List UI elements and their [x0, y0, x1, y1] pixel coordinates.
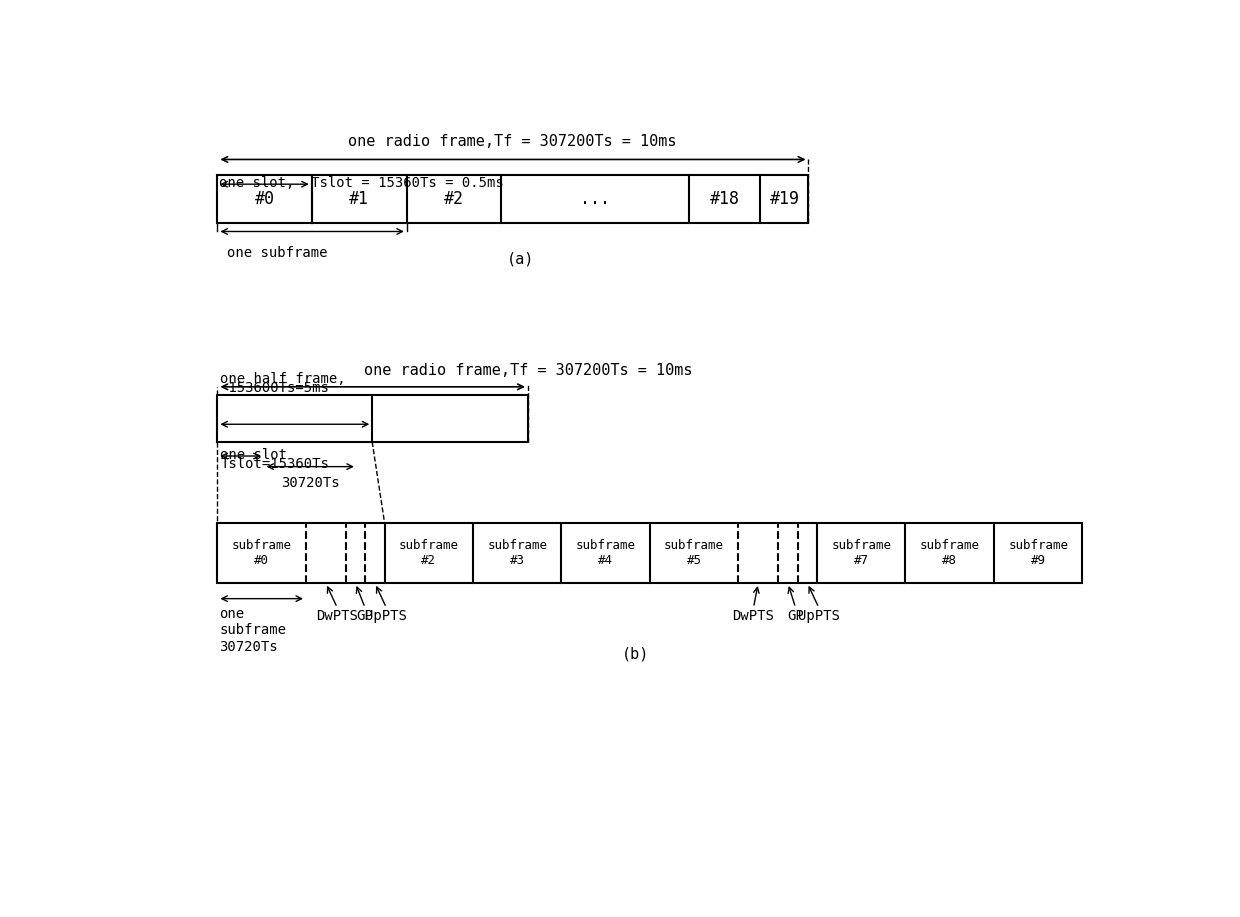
Text: subframe
#8: subframe #8	[920, 539, 980, 567]
Text: subframe
#4: subframe #4	[575, 539, 636, 567]
Bar	[217, 175, 808, 223]
Text: one subframe: one subframe	[227, 246, 327, 260]
Text: (a): (a)	[506, 251, 534, 266]
Text: subframe
#3: subframe #3	[487, 539, 547, 567]
Text: (b): (b)	[621, 646, 650, 662]
Text: DwPTS: DwPTS	[733, 609, 775, 624]
Text: Tslot=15360Ts: Tslot=15360Ts	[221, 458, 330, 471]
Text: 30720Ts: 30720Ts	[281, 476, 340, 490]
Text: one half frame,: one half frame,	[221, 372, 346, 386]
Text: GP: GP	[787, 609, 804, 624]
Text: subframe
#5: subframe #5	[665, 539, 724, 567]
Text: UpPTS: UpPTS	[366, 609, 408, 624]
Text: UpPTS: UpPTS	[797, 609, 839, 624]
Text: #2: #2	[444, 190, 464, 208]
Text: ...: ...	[580, 190, 610, 208]
Text: #0: #0	[254, 190, 274, 208]
Text: subframe
#9: subframe #9	[1008, 539, 1068, 567]
Text: 153600Ts=5ms: 153600Ts=5ms	[221, 381, 330, 395]
Text: subframe
#7: subframe #7	[831, 539, 892, 567]
Text: subframe
#2: subframe #2	[399, 539, 459, 567]
Text: one slot,  Tslot = 15360Ts = 0.5ms: one slot, Tslot = 15360Ts = 0.5ms	[219, 176, 505, 191]
Bar	[217, 523, 1083, 583]
Text: DwPTS: DwPTS	[316, 609, 358, 624]
Text: one radio frame,Tf = 307200Ts = 10ms: one radio frame,Tf = 307200Ts = 10ms	[348, 134, 677, 149]
Text: #19: #19	[770, 190, 800, 208]
Text: one slot: one slot	[221, 447, 288, 461]
Text: one radio frame,Tf = 307200Ts = 10ms: one radio frame,Tf = 307200Ts = 10ms	[365, 363, 693, 379]
Text: subframe
#0: subframe #0	[232, 539, 291, 567]
Text: #18: #18	[709, 190, 740, 208]
Text: GP: GP	[357, 609, 373, 624]
Text: #1: #1	[350, 190, 370, 208]
Text: one
subframe
30720Ts: one subframe 30720Ts	[219, 607, 286, 654]
